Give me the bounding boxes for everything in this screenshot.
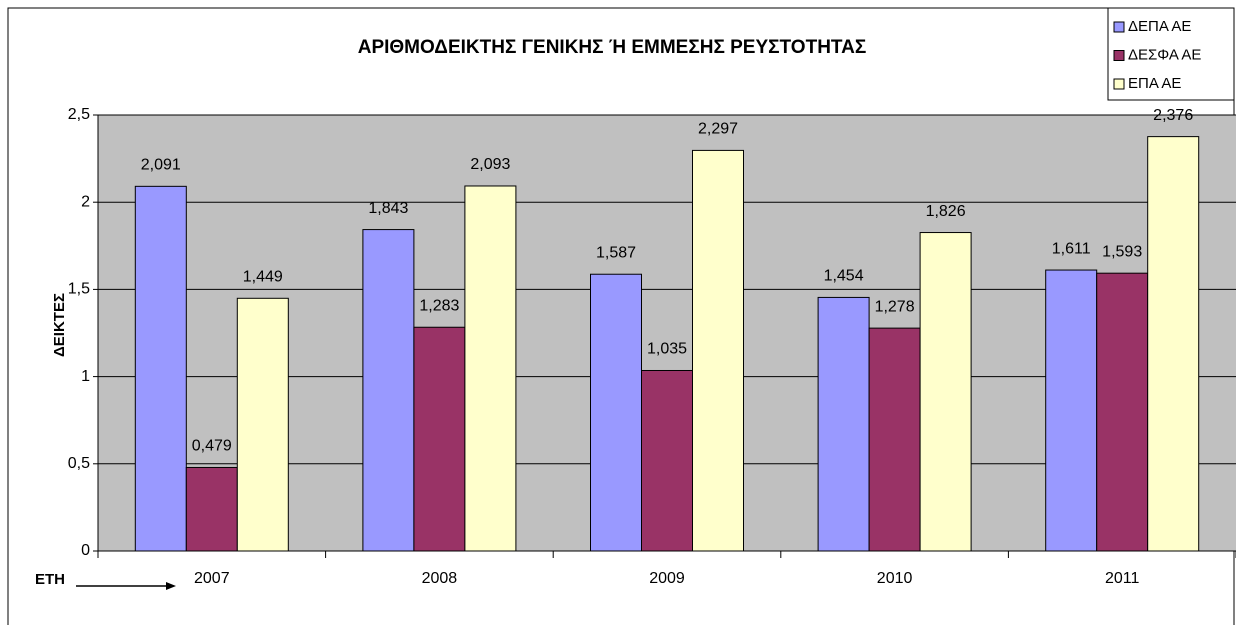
bar <box>641 369 693 552</box>
data-label: 1,449 <box>243 269 283 286</box>
legend-label: ΕΠΑ ΑΕ <box>1128 75 1181 92</box>
x-tick-label: 2010 <box>877 570 913 587</box>
legend-label: ΔΕΠΑ ΑΕ <box>1128 18 1191 35</box>
data-label: 1,454 <box>824 268 864 285</box>
data-label: 1,587 <box>596 244 636 261</box>
y-axis-label: ΔΕΙΚΤΕΣ <box>51 293 68 357</box>
arrow-head <box>166 582 176 590</box>
bar <box>413 326 466 552</box>
bar <box>692 149 744 552</box>
x-tick-label: 2007 <box>194 570 230 587</box>
legend-box <box>1107 7 1235 101</box>
bar <box>236 297 289 552</box>
legend-label: ΔΕΣΦΑ ΑΕ <box>1128 46 1201 63</box>
data-label: 0,479 <box>192 438 232 455</box>
data-label: 2,297 <box>698 121 738 138</box>
bar <box>1147 136 1200 552</box>
bar <box>919 232 972 552</box>
bar <box>817 296 870 552</box>
bar <box>590 273 642 552</box>
data-label: 1,843 <box>368 200 408 217</box>
data-label: 1,283 <box>419 297 459 314</box>
data-label: 1,593 <box>1102 243 1142 260</box>
x-axis-label: ΕΤΗ <box>35 571 65 588</box>
data-label: 1,035 <box>647 341 687 358</box>
legend-swatch <box>1113 78 1125 90</box>
bar <box>185 466 238 552</box>
data-label: 2,091 <box>141 157 181 174</box>
x-tick-label: 2008 <box>422 570 458 587</box>
x-tick-label: 2011 <box>1105 570 1140 587</box>
y-tick-label: 2 <box>81 193 90 210</box>
y-tick-label: 1,5 <box>68 281 90 298</box>
data-label: 1,278 <box>875 298 915 315</box>
data-label: 2,093 <box>470 156 510 173</box>
bar <box>362 229 415 552</box>
y-tick-label: 2,5 <box>68 106 90 123</box>
chart-title: ΑΡΙΘΜΟΔΕΙΚΤΗΣ ΓΕΝΙΚΗΣ Ή ΕΜΜΕΣΗΣ ΡΕΥΣΤΟΤΗ… <box>358 37 867 58</box>
y-tick-label: 0 <box>81 542 90 559</box>
legend-swatch <box>1113 21 1125 33</box>
bar <box>464 185 517 552</box>
bar <box>1045 269 1098 552</box>
bar <box>868 327 921 552</box>
data-label: 1,826 <box>926 203 966 220</box>
data-label: 1,611 <box>1052 240 1091 257</box>
bar <box>134 185 187 552</box>
y-tick-label: 1 <box>81 368 90 385</box>
y-tick-label: 0,5 <box>68 455 90 472</box>
legend-swatch <box>1113 50 1125 61</box>
x-tick-label: 2009 <box>649 570 685 587</box>
bar <box>1096 272 1149 552</box>
data-label: 2,376 <box>1153 107 1193 124</box>
